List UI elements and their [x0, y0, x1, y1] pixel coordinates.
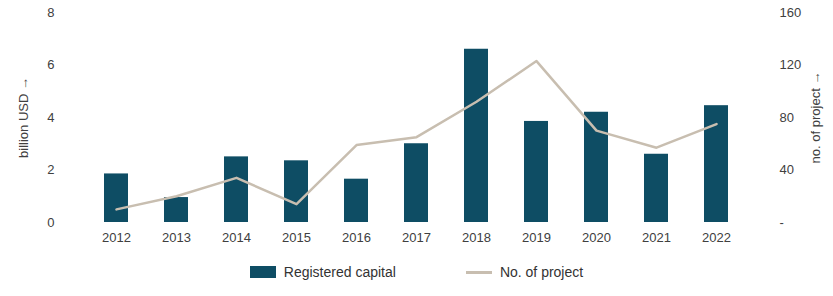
svg-text:8: 8	[47, 5, 54, 20]
svg-text:40: 40	[780, 162, 794, 177]
svg-text:2016: 2016	[342, 230, 371, 245]
svg-text:4: 4	[47, 110, 54, 125]
svg-text:2017: 2017	[402, 230, 431, 245]
svg-text:80: 80	[780, 110, 794, 125]
svg-text:2020: 2020	[582, 230, 611, 245]
svg-text:2022: 2022	[702, 230, 731, 245]
svg-text:no. of project →: no. of project →	[808, 72, 823, 164]
svg-text:billion USD →: billion USD →	[16, 77, 31, 158]
svg-text:2: 2	[47, 162, 54, 177]
svg-text:0: 0	[47, 215, 54, 230]
svg-text:2013: 2013	[162, 230, 191, 245]
svg-text:6: 6	[47, 57, 54, 72]
svg-text:2018: 2018	[462, 230, 491, 245]
svg-text:120: 120	[780, 57, 802, 72]
svg-text:2019: 2019	[522, 230, 551, 245]
svg-text:2021: 2021	[642, 230, 671, 245]
svg-text:2015: 2015	[282, 230, 311, 245]
svg-text:-: -	[780, 215, 784, 230]
html-text:Registered capital: Registered capital	[283, 264, 396, 280]
svg-text:2014: 2014	[222, 230, 251, 245]
svg-text:2012: 2012	[102, 230, 131, 245]
html-text:No. of project: No. of project	[499, 264, 584, 280]
svg-text:160: 160	[780, 5, 802, 20]
